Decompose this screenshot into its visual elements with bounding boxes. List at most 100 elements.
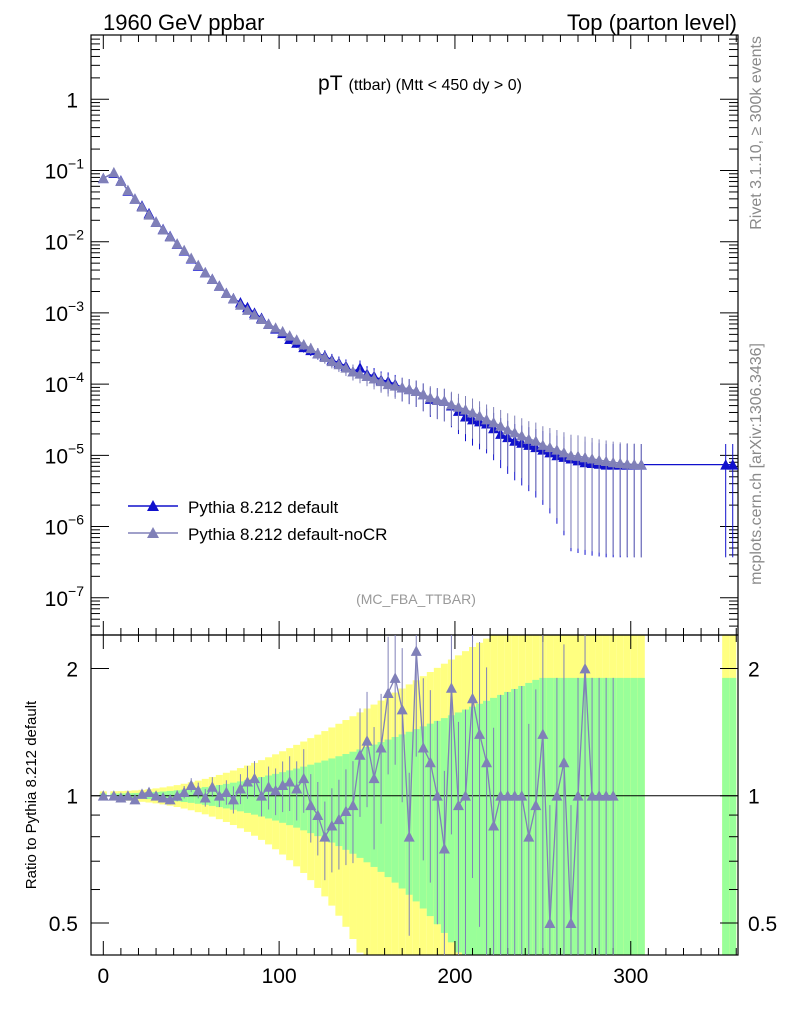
data-point bbox=[586, 453, 598, 464]
ratio-point bbox=[516, 790, 528, 801]
data-point bbox=[263, 318, 275, 329]
data-point bbox=[431, 394, 443, 405]
ratio-point bbox=[340, 805, 352, 816]
upper-ytick-label: 10−4 bbox=[45, 369, 85, 397]
xtick-label: 100 bbox=[262, 965, 297, 988]
analysis-tag: (MC_FBA_TTBAR) bbox=[356, 591, 476, 607]
ratio-point bbox=[502, 790, 514, 801]
header-right: Top (parton level) bbox=[567, 10, 737, 35]
upper-series-layer bbox=[97, 166, 739, 558]
ratio-point bbox=[171, 790, 183, 801]
upper-ytick-label: 10−7 bbox=[45, 583, 85, 611]
rivet-side-label: Rivet 3.1.10, ≥ 300k events bbox=[748, 36, 765, 230]
xtick-label: 0 bbox=[97, 965, 109, 988]
ratio-point bbox=[319, 831, 331, 842]
ratio-point bbox=[178, 786, 190, 798]
ratio-point bbox=[150, 790, 162, 801]
ratio-point bbox=[459, 790, 471, 801]
ratio-point bbox=[185, 779, 197, 790]
data-point bbox=[635, 459, 647, 470]
ratio-point bbox=[607, 790, 619, 801]
data-point bbox=[727, 459, 739, 470]
lower-ytick-label-left: 1 bbox=[66, 786, 78, 809]
data-point bbox=[143, 209, 155, 220]
ratio-point bbox=[234, 783, 246, 794]
ratio-point bbox=[312, 809, 324, 821]
data-point bbox=[291, 334, 303, 345]
data-point bbox=[368, 373, 380, 384]
legend-marker-nocr bbox=[147, 527, 159, 538]
data-point bbox=[298, 339, 310, 350]
lower-panel-frame bbox=[90, 634, 739, 956]
band-green-31 bbox=[321, 760, 329, 840]
data-point bbox=[593, 454, 605, 465]
ratio-point bbox=[97, 790, 109, 801]
ratio-point bbox=[164, 793, 176, 805]
ratio-point bbox=[445, 682, 457, 693]
data-point bbox=[516, 430, 528, 441]
ratio-point bbox=[220, 786, 232, 798]
band-green-75 bbox=[630, 677, 638, 955]
ratio-point bbox=[424, 756, 436, 768]
data-point bbox=[199, 266, 211, 278]
legend-marker-default bbox=[147, 500, 159, 511]
xtick-label: 300 bbox=[613, 965, 648, 988]
ratio-point bbox=[284, 776, 296, 787]
ratio-point bbox=[298, 772, 310, 784]
data-point bbox=[389, 380, 401, 391]
data-point bbox=[530, 435, 542, 446]
data-point bbox=[164, 231, 176, 242]
data-point bbox=[565, 449, 577, 461]
data-point bbox=[129, 193, 141, 204]
ratio-point bbox=[263, 781, 275, 792]
data-point bbox=[277, 325, 289, 337]
data-point bbox=[354, 368, 366, 379]
data-point bbox=[417, 388, 429, 400]
ratio-point bbox=[270, 784, 282, 796]
ratio-point bbox=[129, 793, 141, 805]
ratio-point bbox=[396, 703, 408, 715]
x-tick-labels: 0 100 200 300 bbox=[97, 965, 648, 988]
ratio-point bbox=[565, 917, 577, 928]
axis-ticks bbox=[91, 34, 738, 955]
ratio-point bbox=[157, 792, 169, 803]
data-point bbox=[459, 404, 471, 415]
ratio-point bbox=[326, 820, 338, 831]
data-point bbox=[227, 292, 239, 304]
data-point bbox=[361, 370, 373, 381]
ratio-point bbox=[375, 742, 387, 753]
band-green-73 bbox=[616, 677, 624, 955]
lower-ytick-label-right: 2 bbox=[748, 658, 760, 681]
data-point bbox=[256, 313, 268, 325]
data-point bbox=[192, 259, 204, 271]
lower-ytick-label-left: 2 bbox=[66, 658, 78, 681]
data-point bbox=[509, 426, 521, 438]
ratio-point bbox=[523, 831, 535, 842]
data-point bbox=[537, 439, 549, 450]
data-point bbox=[481, 413, 493, 425]
data-point bbox=[403, 383, 415, 395]
data-point bbox=[438, 395, 450, 406]
data-point bbox=[347, 366, 359, 377]
header-left: 1960 GeV ppbar bbox=[103, 10, 264, 35]
data-point bbox=[628, 458, 640, 470]
ratio-y-axis-label: Ratio to Pythia 8.212 default bbox=[23, 700, 40, 889]
band-green-44 bbox=[412, 729, 420, 902]
data-point bbox=[185, 252, 197, 263]
data-point bbox=[452, 401, 464, 412]
data-point bbox=[326, 355, 338, 367]
lower-ytick-label-left: 0.5 bbox=[49, 913, 78, 936]
upper-ytick-label: 10−1 bbox=[45, 156, 85, 184]
data-point bbox=[333, 358, 345, 370]
ratio-point bbox=[333, 813, 345, 825]
data-point bbox=[607, 456, 619, 468]
data-point bbox=[445, 398, 457, 410]
ratio-point bbox=[488, 820, 500, 831]
data-point bbox=[396, 381, 408, 393]
upper-y-tick-labels: 1 10−1 10−2 10−3 10−4 10−5 10−6 10−7 bbox=[45, 89, 85, 610]
ratio-point bbox=[509, 790, 521, 801]
upper-ytick-label: 10−2 bbox=[45, 227, 85, 255]
band-green-77 bbox=[722, 677, 730, 955]
data-point bbox=[720, 459, 732, 470]
